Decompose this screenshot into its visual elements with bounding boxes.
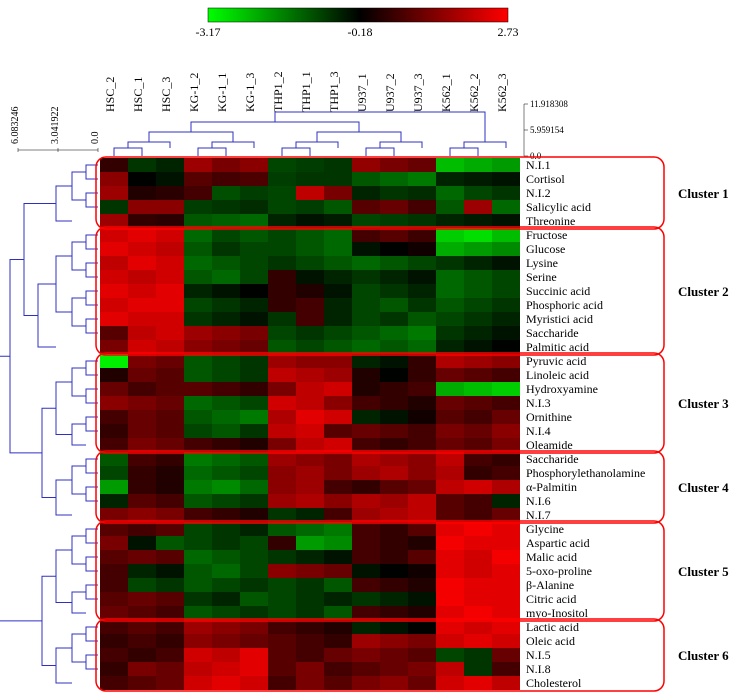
column-label: HSC_2 <box>103 77 117 112</box>
row-label: Ornithine <box>526 410 572 424</box>
row-label: N.I.4 <box>526 424 551 438</box>
row-label: Serine <box>526 270 557 284</box>
row-label: N.I.2 <box>526 186 551 200</box>
row-label: Saccharide <box>526 326 579 340</box>
row-dendro-tick: 0.0 <box>90 132 101 145</box>
row-label: Phosphoric acid <box>526 298 603 312</box>
cluster-label: Cluster 4 <box>678 480 729 495</box>
color-scale-bar <box>208 8 508 22</box>
column-label: K562_1 <box>439 73 453 112</box>
cluster-label: Cluster 6 <box>678 648 729 663</box>
row-label: Cortisol <box>526 172 565 186</box>
col-dendro-tick: 0.0 <box>530 151 542 161</box>
row-label: Hydroxyamine <box>526 382 598 396</box>
row-label: Citric acid <box>526 592 576 606</box>
row-label: Myristici acid <box>526 312 593 326</box>
clustered-heatmap-figure: -3.17 -0.18 2.73 HSC_2 HSC_1 HSC_3 KG-1_2 KG-1_… <box>0 0 752 696</box>
column-label: THP1_1 <box>299 71 313 112</box>
row-label: Phosphorylethanolamine <box>526 466 645 480</box>
color-scale-max-label: 2.73 <box>498 25 519 39</box>
column-label: KG-1_1 <box>215 73 229 112</box>
row-label: Glucose <box>526 242 565 256</box>
row-label: N.I.7 <box>526 508 551 522</box>
row-label: Aspartic acid <box>526 536 590 550</box>
col-dendro-tick: 5.959154 <box>530 125 564 135</box>
row-label: N.I.3 <box>526 396 551 410</box>
row-label: Oleic acid <box>526 634 575 648</box>
row-label: 5-oxo-proline <box>526 564 592 578</box>
row-dendro-tick: 6.083246 <box>10 107 21 145</box>
row-label: Fructose <box>526 228 567 242</box>
column-label: THP1_2 <box>271 71 285 112</box>
row-label: Linoleic acid <box>526 368 589 382</box>
row-label: α-Palmitin <box>526 480 577 494</box>
cluster-label: Cluster 1 <box>678 186 729 201</box>
color-scale-min-label: -3.17 <box>196 25 221 39</box>
row-label: Succinic acid <box>526 284 590 298</box>
column-label: KG-1_2 <box>187 73 201 112</box>
row-label: Lysine <box>526 256 558 270</box>
row-label: Cholesterol <box>526 676 582 690</box>
column-label: U937_1 <box>355 73 369 112</box>
row-label: β-Alanine <box>526 578 574 592</box>
row-label: Malic acid <box>526 550 577 564</box>
row-dendro-tick: 3.041922 <box>50 107 61 145</box>
row-label: Threonine <box>526 214 575 228</box>
column-label: U937_2 <box>383 73 397 112</box>
row-label: Lactic acid <box>526 620 579 634</box>
color-scale-mid-label: -0.18 <box>348 25 373 39</box>
column-label: K562_2 <box>467 73 481 112</box>
row-label: myo-Inositol <box>526 606 589 620</box>
column-label: THP1_3 <box>327 71 341 112</box>
cluster-label: Cluster 5 <box>678 564 729 579</box>
row-label: Glycine <box>526 522 564 536</box>
cluster-label: Cluster 3 <box>678 396 729 411</box>
column-label: HSC_1 <box>131 77 145 112</box>
column-label: HSC_3 <box>159 77 173 112</box>
row-label: Pyruvic acid <box>526 354 586 368</box>
row-label: N.I.6 <box>526 494 551 508</box>
column-label: U937_3 <box>411 73 425 112</box>
heatmap <box>100 158 520 690</box>
row-label: N.I.5 <box>526 648 551 662</box>
cluster-label: Cluster 2 <box>678 284 729 299</box>
column-label: K562_3 <box>495 73 509 112</box>
column-label: KG-1_3 <box>243 73 257 112</box>
row-label: Palmitic acid <box>526 340 589 354</box>
row-label: Oleamide <box>526 438 573 452</box>
row-label: Salicylic acid <box>526 200 591 214</box>
row-label: N.I.8 <box>526 662 551 676</box>
col-dendro-tick: 11.918308 <box>530 99 568 109</box>
row-label: Saccharide <box>526 452 579 466</box>
